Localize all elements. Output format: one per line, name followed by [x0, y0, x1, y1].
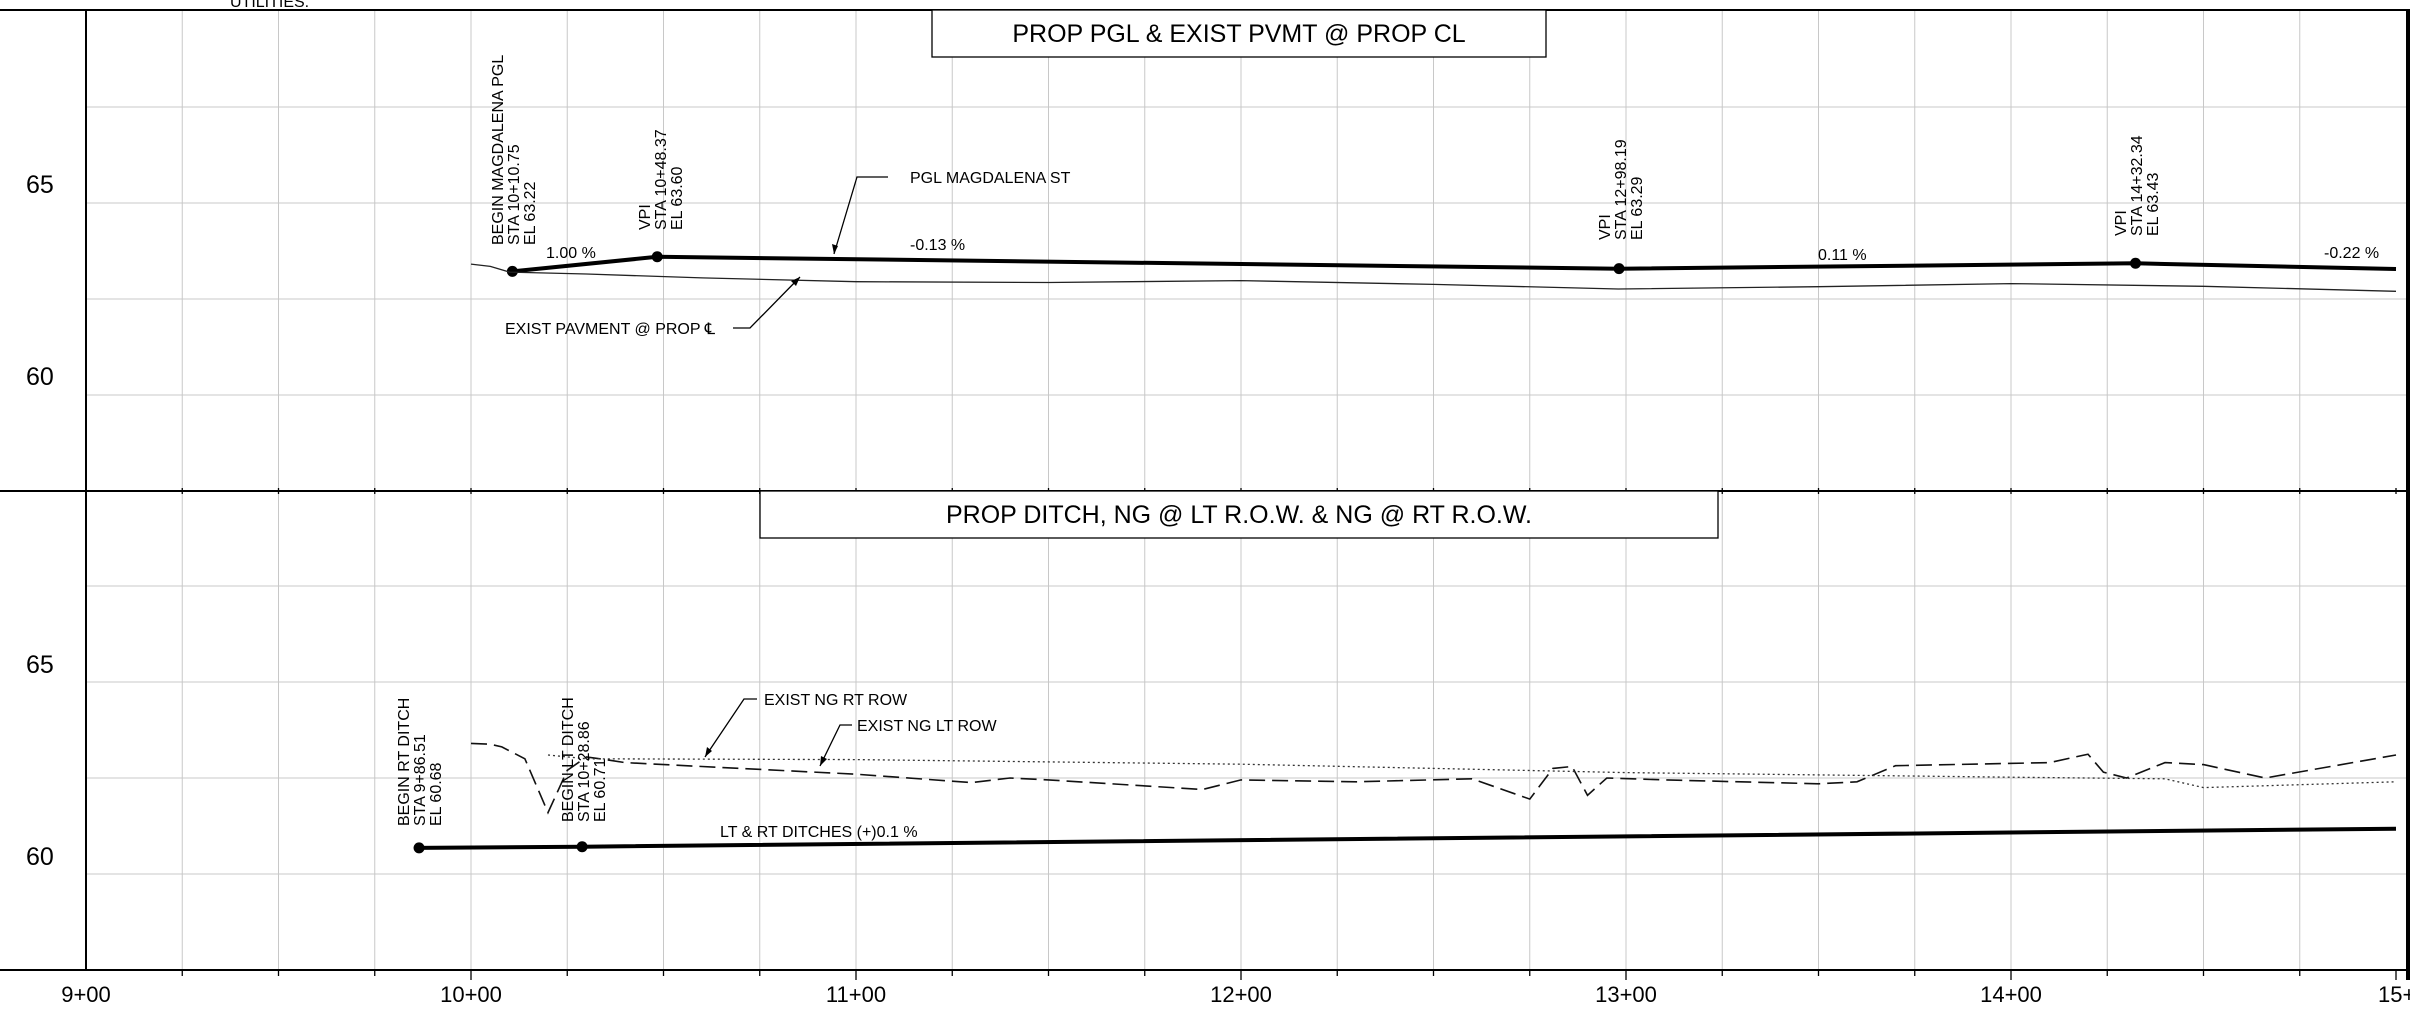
- exist-pvmt-callout: EXIST PAVMENT @ PROP ℄: [505, 321, 716, 338]
- vpi-2-annotation: VPI STA 12+98.19 EL 63.29: [1597, 139, 1646, 240]
- begin-rt-ditch-line-3: EL 60.68: [428, 762, 445, 826]
- ng-lt-leader: [819, 724, 852, 767]
- x-label-1200: 12+00: [1210, 982, 1272, 1007]
- ng-rt-leader: [704, 698, 757, 758]
- begin-rt-ditch-annotation: BEGIN RT DITCH STA 9+86.51 EL 60.68: [396, 698, 445, 826]
- x-label-900: 9+00: [61, 982, 111, 1007]
- vpi-2-line-1: VPI: [1597, 214, 1614, 240]
- lower-title: PROP DITCH, NG @ LT R.O.W. & NG @ RT R.O…: [946, 501, 1532, 529]
- grade-point: [2130, 257, 2142, 269]
- x-label-1500: 15+0: [2378, 982, 2410, 1007]
- grade-point: [506, 265, 518, 277]
- begin-lt-ditch-annotation: BEGIN LT DITCH STA 10+28.86 EL 60.71: [560, 697, 609, 822]
- begin-lt-ditch-line-1: BEGIN LT DITCH: [560, 697, 577, 822]
- ng-lt-callout: EXIST NG LT ROW: [857, 718, 997, 735]
- top-note: UTILITIES.: [230, 0, 309, 11]
- begin-rt-ditch-line-1: BEGIN RT DITCH: [396, 698, 413, 826]
- series-line-upper-0: [512, 254, 2397, 274]
- vpi-3-line-2: STA 14+32.34: [2129, 135, 2146, 236]
- upper-panel: PROP PGL & EXIST PVMT @ PROP CL 65 60 BE…: [26, 9, 2397, 391]
- grade-label-4: -0.22 %: [2324, 245, 2379, 262]
- upper-series-layer: [470, 251, 2397, 292]
- pgl-leader: [833, 176, 888, 255]
- upper-y-label-65: 65: [26, 171, 54, 199]
- grade-point: [576, 841, 588, 853]
- vpi-3-line-1: VPI: [2113, 210, 2130, 236]
- pgl-callout: PGL MAGDALENA ST: [910, 170, 1071, 187]
- vpi-3-line-3: EL 63.43: [2145, 172, 2162, 236]
- lower-y-label-65: 65: [26, 651, 54, 679]
- vpi-2-line-3: EL 63.29: [1629, 176, 1646, 240]
- upper-title: PROP PGL & EXIST PVMT @ PROP CL: [1012, 20, 1465, 48]
- x-label-1300: 13+00: [1595, 982, 1657, 1007]
- series-line-lower-1: [470, 742, 2397, 815]
- grade-point: [651, 251, 663, 263]
- upper-title-box: [931, 9, 1547, 58]
- lower-panel: PROP DITCH, NG @ LT R.O.W. & NG @ RT R.O…: [26, 490, 2397, 871]
- begin-pgl-line-1: BEGIN MAGDALENA PGL: [490, 55, 507, 245]
- begin-pgl-line-2: STA 10+10.75: [506, 144, 523, 245]
- ng-rt-callout: EXIST NG RT ROW: [764, 692, 908, 709]
- vpi-1-line-3: EL 63.60: [669, 166, 686, 230]
- pgl-leader-arrow: [832, 244, 838, 254]
- x-label-1100: 11+00: [826, 982, 886, 1007]
- begin-rt-ditch-line-2: STA 9+86.51: [412, 734, 429, 826]
- grade-label-3: 0.11 %: [1818, 247, 1867, 264]
- lower-title-box: [759, 490, 1719, 539]
- begin-lt-ditch-line-2: STA 10+28.86: [576, 721, 593, 822]
- grade-label-1: 1.00 %: [546, 245, 596, 262]
- ditch-callout: LT & RT DITCHES (+)0.1 %: [720, 824, 918, 841]
- grade-point: [1613, 263, 1625, 275]
- ng-lt-leader-arrow: [820, 756, 827, 766]
- x-label-1000: 10+00: [440, 982, 502, 1007]
- vpi-3-annotation: VPI STA 14+32.34 EL 63.43: [2113, 135, 2162, 236]
- lower-y-label-60: 60: [26, 843, 54, 871]
- exist-pvmt-leader-arrow: [791, 277, 800, 286]
- vpi-2-line-2: STA 12+98.19: [1613, 139, 1630, 240]
- grade-point: [413, 842, 425, 854]
- begin-lt-ditch-line-3: EL 60.71: [592, 758, 609, 822]
- upper-y-label-60: 60: [26, 363, 54, 391]
- series-line-upper-1: [470, 263, 2397, 292]
- begin-pgl-line-3: EL 63.22: [522, 181, 539, 245]
- series-line-lower-0: [419, 826, 2397, 850]
- x-axis-labels: 9+00 10+00 11+00 12+00 13+00 14+00 15+0: [61, 982, 2410, 1007]
- vpi-1-line-1: VPI: [637, 204, 654, 230]
- vpi-1-annotation: VPI STA 10+48.37 EL 63.60: [637, 129, 686, 230]
- lower-series-layer: [413, 742, 2397, 854]
- x-label-1400: 14+00: [1980, 982, 2042, 1007]
- ng-rt-leader-arrow: [705, 747, 712, 757]
- exist-pvmt-leader: [733, 276, 801, 329]
- vpi-1-line-2: STA 10+48.37: [653, 129, 670, 230]
- begin-pgl-annotation: BEGIN MAGDALENA PGL STA 10+10.75 EL 63.2…: [490, 55, 539, 245]
- grade-label-2: -0.13 %: [910, 237, 965, 254]
